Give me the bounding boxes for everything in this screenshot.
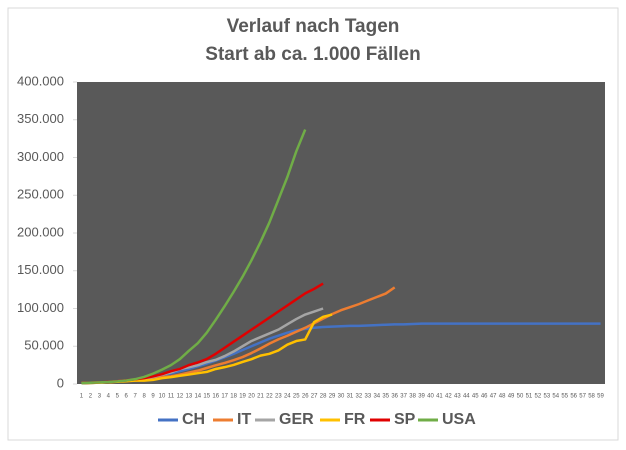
x-tick-label: 33 (365, 394, 372, 400)
chart-title: Verlauf nach Tagen (227, 16, 400, 37)
x-tick-label: 22 (266, 394, 273, 400)
x-tick-label: 19 (239, 394, 246, 400)
chart-subtitle: Start ab ca. 1.000 Fällen (205, 44, 420, 65)
x-tick-label: 50 (517, 394, 524, 400)
legend-label: SP (394, 411, 416, 428)
x-tick-label: 23 (275, 394, 282, 400)
x-tick-label: 4 (107, 394, 111, 400)
x-tick-label: 20 (248, 394, 255, 400)
x-tick-label: 59 (597, 394, 604, 400)
x-tick-label: 51 (526, 394, 533, 400)
x-tick-label: 54 (552, 394, 559, 400)
x-tick-label: 9 (151, 394, 155, 400)
legend-label: CH (182, 411, 205, 428)
x-tick-label: 43 (454, 394, 461, 400)
x-tick-label: 28 (320, 394, 327, 400)
x-tick-label: 3 (98, 394, 102, 400)
x-tick-label: 13 (186, 394, 193, 400)
x-tick-label: 47 (490, 394, 497, 400)
x-tick-label: 39 (418, 394, 425, 400)
x-tick-label: 2 (89, 394, 93, 400)
x-tick-label: 16 (212, 394, 219, 400)
x-tick-label: 26 (302, 394, 309, 400)
x-tick-label: 38 (409, 394, 416, 400)
legend-label: USA (442, 411, 476, 428)
y-tick-label: 300.000 (17, 149, 64, 164)
x-tick-label: 27 (311, 394, 318, 400)
x-tick-label: 7 (133, 394, 137, 400)
x-tick-label: 1 (80, 394, 84, 400)
x-tick-label: 35 (382, 394, 389, 400)
y-tick-label: 150.000 (17, 262, 64, 277)
x-tick-label: 32 (356, 394, 363, 400)
x-tick-label: 12 (177, 394, 184, 400)
y-tick-label: 250.000 (17, 187, 64, 202)
x-tick-label: 55 (561, 394, 568, 400)
x-tick-label: 58 (588, 394, 595, 400)
x-tick-label: 6 (125, 394, 129, 400)
x-tick-label: 8 (142, 394, 146, 400)
plot-area (77, 82, 605, 384)
y-tick-label: 0 (57, 375, 64, 390)
x-tick-label: 31 (347, 394, 354, 400)
x-tick-label: 46 (481, 394, 488, 400)
x-tick-label: 11 (168, 394, 175, 400)
x-tick-label: 14 (194, 394, 201, 400)
x-tick-label: 17 (221, 394, 228, 400)
legend-label: FR (344, 411, 366, 428)
x-tick-label: 34 (373, 394, 380, 400)
x-tick-label: 30 (338, 394, 345, 400)
legend-label: IT (237, 411, 251, 428)
x-tick-label: 52 (535, 394, 542, 400)
y-tick-label: 200.000 (17, 224, 64, 239)
x-tick-label: 45 (472, 394, 479, 400)
legend-label: GER (279, 411, 314, 428)
x-tick-label: 37 (400, 394, 407, 400)
x-tick-label: 25 (293, 394, 300, 400)
y-tick-label: 50.000 (24, 338, 64, 353)
y-tick-label: 100.000 (17, 300, 64, 315)
x-tick-label: 15 (203, 394, 210, 400)
x-tick-label: 18 (230, 394, 237, 400)
x-tick-label: 29 (329, 394, 336, 400)
x-tick-label: 57 (579, 394, 586, 400)
x-tick-label: 41 (436, 394, 443, 400)
x-tick-label: 36 (391, 394, 398, 400)
x-tick-label: 56 (570, 394, 577, 400)
x-tick-label: 21 (257, 394, 264, 400)
x-tick-label: 5 (116, 394, 120, 400)
y-tick-label: 400.000 (17, 73, 64, 88)
x-tick-label: 48 (499, 394, 506, 400)
x-tick-label: 42 (445, 394, 452, 400)
series-line (81, 129, 307, 385)
y-tick-label: 350.000 (17, 111, 64, 126)
x-tick-label: 44 (463, 394, 470, 400)
x-tick-label: 53 (543, 394, 550, 400)
x-tick-label: 24 (284, 394, 291, 400)
x-tick-label: 40 (427, 394, 434, 400)
x-tick-label: 49 (508, 394, 515, 400)
x-tick-label: 10 (159, 394, 166, 400)
